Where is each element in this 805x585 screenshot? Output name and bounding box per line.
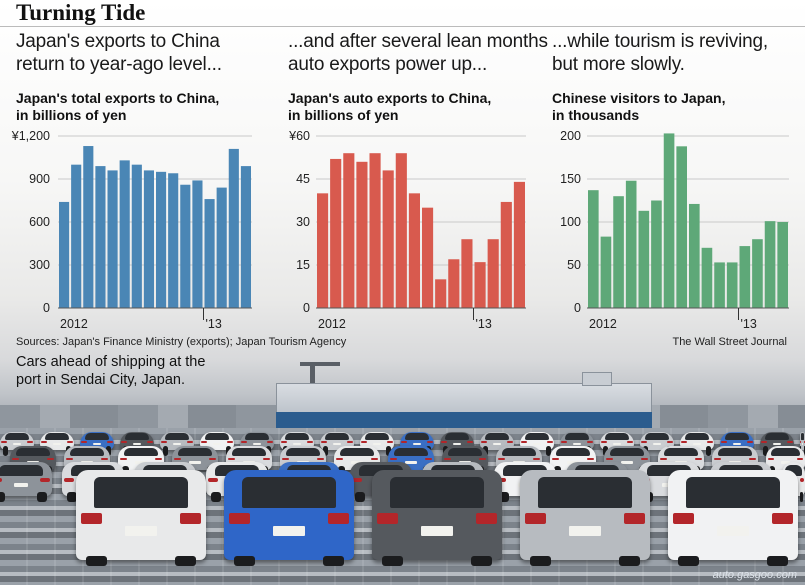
y-tick-label: 150 [560,172,581,186]
bar [752,239,763,308]
y-tick-label: 0 [574,301,581,315]
bar [435,279,447,308]
bar [395,153,407,308]
photo-caption: Cars ahead of shipping at the port in Se… [16,354,206,388]
x-tick-label: 2012 [318,317,346,331]
y-tick-label: ¥60 [288,129,310,143]
bar [600,236,612,308]
y-tick-label: 900 [29,172,50,186]
bar [369,153,381,308]
parked-car [76,470,206,566]
bar-chart-auto-exports: ¥60 45 30 15 0 2012 '13 [288,129,526,331]
bar [613,196,624,308]
bar [500,201,512,308]
y-tick-label: 100 [560,215,581,229]
x-tick-label: '13 [206,317,222,331]
bar [689,203,700,308]
chart-subtitle: Japan's auto exports to China, in billio… [288,90,492,123]
x-tick-label: 2012 [589,317,617,331]
bar [777,222,788,308]
chart-subtitle: Chinese visitors to Japan, in thousands [552,90,726,123]
parked-car [0,462,52,502]
bar [714,262,725,308]
bar [474,262,486,308]
parked-car [520,470,650,566]
bar [651,200,662,308]
bar [343,153,355,308]
bar-chart-chinese-visitors: 200 150 100 50 0 2012 '13 [560,129,789,331]
bar [317,193,329,308]
x-tick-label: '13 [476,317,492,331]
y-tick-label: 0 [43,301,50,315]
panel-chinese-visitors: ...while tourism is reviving, but more s… [552,30,805,350]
bar [726,262,738,308]
bar [143,170,154,308]
ship-bridge [582,372,612,386]
panel-headline: Japan's exports to China return to year-… [16,31,222,75]
bar [330,158,342,308]
crane-arm [300,362,340,366]
bar [408,193,420,308]
bar [180,184,191,308]
bar [356,161,368,308]
parked-car [800,432,805,456]
bar [131,164,142,308]
bar [192,180,203,308]
panel-total-exports: Japan's exports to China return to year-… [16,30,276,350]
parked-car [372,470,502,566]
bar [487,239,499,308]
bar [663,133,675,308]
bar [59,201,70,308]
bar [625,180,637,308]
bar [382,170,394,308]
bar [204,199,215,308]
bar [588,190,599,308]
y-tick-label: 600 [29,215,50,229]
y-tick-label: 50 [567,258,581,272]
title-divider [0,26,805,27]
bar [513,181,525,308]
bar [228,148,239,308]
bar [676,146,687,308]
y-tick-label: 30 [296,215,310,229]
bar [156,171,167,308]
bar [119,160,130,308]
bar [739,246,751,308]
parked-car [320,432,354,456]
watermark-logo: auto.gasgoo.com [712,569,797,581]
page-title: Turning Tide [16,0,146,25]
panel-headline: ...while tourism is reviving, but more s… [552,31,768,75]
sources-note: Sources: Japan's Finance Ministry (expor… [16,336,347,348]
y-tick-label: 45 [296,172,310,186]
y-tick-label: 200 [560,129,581,143]
bar [764,221,776,308]
y-tick-label: 15 [296,258,310,272]
y-tick-label: 300 [29,258,50,272]
bar [216,187,227,308]
ship-hull-band [276,412,652,429]
bar [240,166,251,308]
y-tick-label: ¥1,200 [11,129,50,143]
bar [638,210,650,308]
bar [701,247,713,308]
bar [461,239,473,308]
bar [71,164,82,308]
bar [168,173,179,308]
bar [422,207,434,308]
chart-subtitle: Japan's total exports to China, in billi… [16,90,220,123]
parked-car [224,470,354,566]
bar [107,170,118,308]
panel-auto-exports: ...and after several lean months auto ex… [288,30,548,350]
bar [448,259,460,308]
x-tick-label: '13 [741,317,757,331]
y-tick-label: 0 [303,301,310,315]
panel-headline: ...and after several lean months auto ex… [288,31,548,75]
bar [83,146,94,308]
parked-car [668,470,798,566]
bar-chart-total-exports: ¥1,200 900 600 300 0 2012 '13 [11,129,252,331]
credit-line: The Wall Street Journal [672,336,787,348]
bar [95,166,106,308]
x-tick-label: 2012 [60,317,88,331]
